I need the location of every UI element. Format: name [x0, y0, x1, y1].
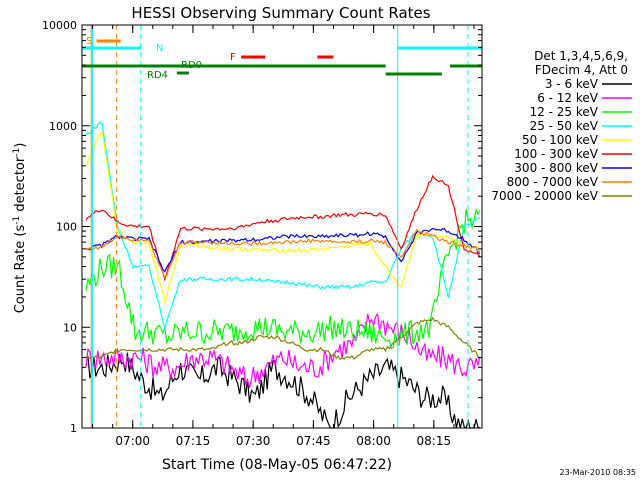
legend-item: 7000 - 20000 keV: [491, 189, 598, 203]
legend-item: 25 - 50 keV: [530, 119, 599, 133]
x-tick-label: 07:00: [115, 434, 150, 448]
x-tick-label: 07:30: [236, 434, 271, 448]
legend-item: 300 - 800 keV: [514, 161, 598, 175]
legend-header: Det 1,3,4,5,6,9,: [534, 49, 628, 63]
x-tick-label: 07:45: [296, 434, 331, 448]
series-line: [85, 207, 481, 350]
legend-item: 3 - 6 keV: [545, 77, 599, 91]
flag-label: S: [86, 36, 92, 47]
y-tick-label: 1000: [49, 120, 77, 133]
legend-item: 800 - 7000 keV: [507, 175, 599, 189]
series-line: [85, 316, 481, 361]
legend: Det 1,3,4,5,6,9,FDecim 4, Att 03 - 6 keV…: [491, 49, 632, 203]
annotation-layer: S N RD0 RD4 F: [82, 25, 482, 428]
legend-header: FDecim 4, Att 0: [535, 63, 628, 77]
legend-item: 100 - 300 keV: [514, 147, 598, 161]
y-axis-label: Count Rate (s-1 detector-1): [12, 143, 28, 314]
series-line: [85, 312, 481, 389]
x-axis-label: Start Time (08-May-05 06:47:22): [162, 457, 392, 473]
series-line: [85, 174, 481, 282]
axis-layer: 1 10 100 1000 10000 07:00 07:15 07:30 07:45 08:00…: [42, 19, 482, 448]
x-tick-label: 07:15: [176, 434, 211, 448]
x-tick-label: 08:00: [356, 434, 391, 448]
legend-item: 12 - 25 keV: [530, 105, 599, 119]
series-line: [85, 228, 480, 279]
series-line: [85, 352, 481, 429]
chart-title: HESSI Observing Summary Count Rates: [131, 4, 430, 22]
legend-item: 6 - 12 keV: [537, 91, 599, 105]
y-tick-label: 10: [63, 321, 77, 334]
legend-item: 50 - 100 keV: [522, 133, 599, 147]
y-tick-label: 1: [70, 422, 77, 435]
flag-label: RD4: [147, 70, 168, 81]
series-line: [85, 129, 481, 305]
x-tick-label: 08:15: [417, 434, 452, 448]
flag-label: N: [156, 43, 163, 54]
flag-label: F: [230, 52, 236, 63]
footer-timestamp: 23-Mar-2010 08:35: [560, 468, 637, 477]
y-tick-label: 10000: [42, 19, 77, 32]
y-tick-label: 100: [56, 221, 77, 234]
flag-label: RD0: [181, 60, 202, 71]
series-layer: [85, 121, 481, 429]
